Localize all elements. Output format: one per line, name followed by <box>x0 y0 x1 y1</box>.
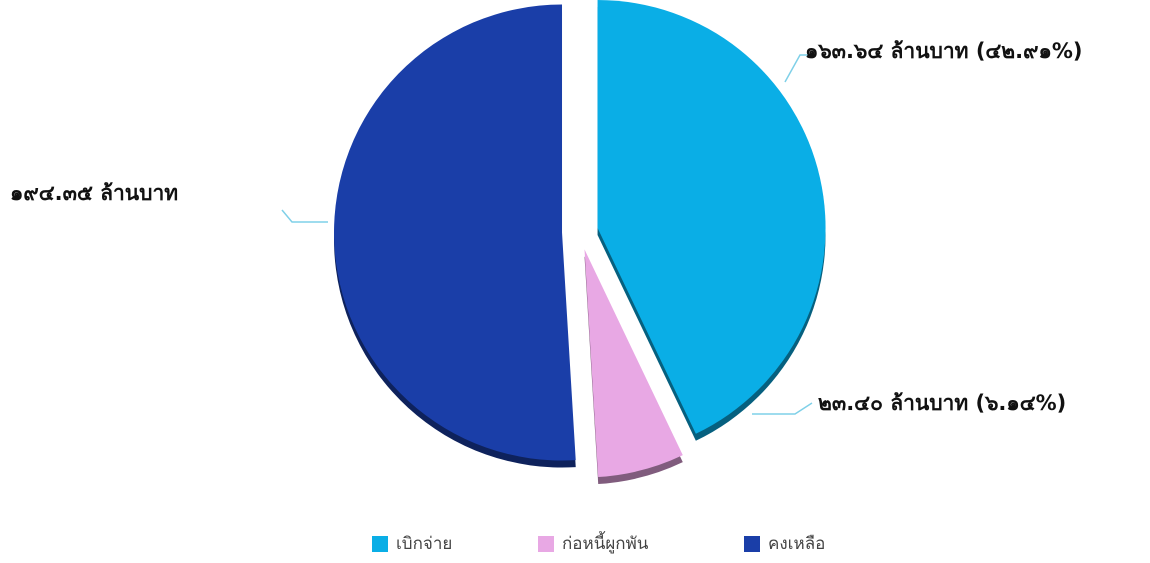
legend-label: ก่อหนี้ผูกพัน <box>562 530 648 557</box>
data-label-disbursed: ๑๖๓.๖๔ ล้านบาท (๔๒.๙๑%) <box>805 39 1082 63</box>
legend: เบิกจ่าย ก่อหนี้ผูกพัน คงเหลือ <box>0 530 1150 560</box>
legend-item-remaining[interactable]: คงเหลือ <box>744 530 825 557</box>
legend-swatch <box>744 536 760 552</box>
legend-label: เบิกจ่าย <box>396 530 452 557</box>
data-label-committed: ๒๓.๔๐ ล้านบาท (๖.๑๔%) <box>818 391 1066 415</box>
legend-item-committed[interactable]: ก่อหนี้ผูกพัน <box>538 530 648 557</box>
leader-line-remaining <box>282 210 328 222</box>
legend-swatch <box>538 536 554 552</box>
legend-label: คงเหลือ <box>768 530 825 557</box>
slice-remaining[interactable] <box>334 5 576 461</box>
data-label-remaining: ๑๙๔.๓๕ ล้านบาท <box>10 181 178 205</box>
legend-swatch <box>372 536 388 552</box>
leader-line-committed <box>752 403 812 414</box>
legend-item-disbursed[interactable]: เบิกจ่าย <box>372 530 452 557</box>
